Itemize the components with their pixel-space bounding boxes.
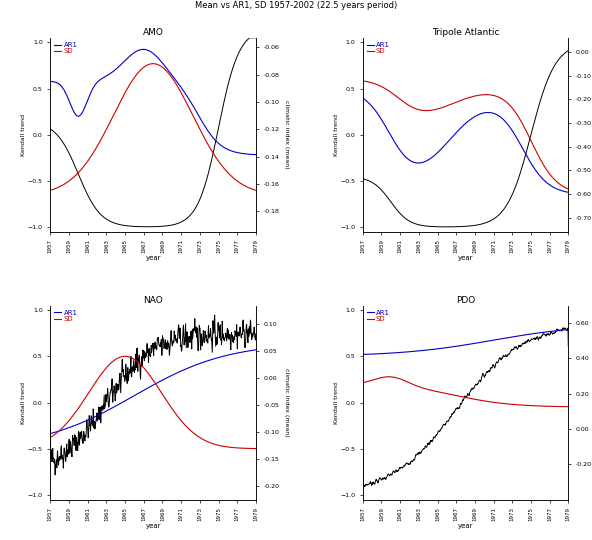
SD	[252, 187, 259, 193]
SD	[184, 425, 191, 431]
SD	[396, 375, 403, 382]
SD	[412, 105, 419, 112]
SD	[359, 78, 366, 84]
SD	[452, 393, 459, 399]
Line: AR1: AR1	[50, 350, 256, 434]
SD	[99, 368, 107, 375]
AR1	[83, 417, 90, 424]
SD	[385, 374, 392, 380]
AR1	[359, 95, 366, 102]
SD	[99, 132, 107, 139]
SD	[140, 364, 147, 371]
SD	[480, 91, 487, 98]
AR1	[168, 72, 175, 78]
AR1	[252, 151, 259, 158]
Line: SD: SD	[363, 81, 568, 189]
SD	[497, 400, 504, 407]
AR1	[99, 75, 107, 81]
Y-axis label: Kendall trend: Kendall trend	[334, 381, 339, 423]
AR1	[565, 326, 572, 333]
SD	[514, 402, 522, 408]
AR1	[359, 351, 366, 357]
SD	[140, 64, 147, 71]
SD	[481, 397, 488, 404]
AR1	[480, 339, 487, 345]
X-axis label: year: year	[458, 255, 473, 261]
AR1	[497, 113, 504, 120]
SD	[121, 353, 128, 360]
AR1	[140, 46, 147, 52]
X-axis label: year: year	[458, 523, 473, 529]
Y-axis label: climatic index (mean): climatic index (mean)	[284, 100, 289, 169]
AR1	[565, 189, 572, 195]
Line: AR1: AR1	[363, 329, 568, 354]
SD	[83, 393, 90, 399]
Y-axis label: Kendall trend: Kendall trend	[21, 114, 26, 156]
AR1	[452, 130, 459, 137]
AR1	[201, 359, 208, 365]
SD	[395, 95, 403, 102]
AR1	[140, 46, 147, 52]
AR1	[412, 159, 419, 166]
Title: NAO: NAO	[143, 296, 163, 305]
AR1	[480, 110, 487, 116]
Legend: AR1, SD: AR1, SD	[54, 309, 78, 323]
AR1	[412, 348, 419, 354]
AR1	[184, 365, 191, 372]
AR1	[47, 430, 54, 437]
SD	[168, 74, 175, 80]
AR1	[252, 347, 259, 353]
Text: Mean vs AR1, SD 1957-2002 (22.5 years period): Mean vs AR1, SD 1957-2002 (22.5 years pe…	[195, 1, 397, 10]
AR1	[497, 336, 504, 342]
SD	[452, 99, 459, 106]
AR1	[47, 78, 54, 85]
Legend: AR1, SD: AR1, SD	[366, 41, 391, 55]
X-axis label: year: year	[146, 523, 161, 529]
AR1	[202, 124, 209, 130]
Line: SD: SD	[50, 356, 256, 449]
Y-axis label: Kendall trend: Kendall trend	[334, 114, 339, 156]
SD	[83, 159, 90, 166]
AR1	[99, 409, 107, 416]
Line: SD: SD	[50, 64, 256, 190]
AR1	[168, 372, 175, 379]
Y-axis label: climatic index (mean): climatic index (mean)	[284, 368, 289, 437]
SD	[202, 137, 209, 143]
SD	[149, 60, 156, 67]
Line: AR1: AR1	[363, 98, 568, 192]
AR1	[140, 387, 147, 394]
Line: SD: SD	[363, 377, 568, 407]
Title: AMO: AMO	[143, 28, 163, 37]
AR1	[395, 146, 403, 152]
SD	[413, 382, 420, 389]
Legend: AR1, SD: AR1, SD	[54, 41, 78, 55]
AR1	[514, 136, 521, 143]
Legend: AR1, SD: AR1, SD	[366, 309, 391, 323]
SD	[184, 103, 191, 109]
SD	[497, 94, 504, 101]
SD	[202, 437, 209, 444]
Line: AR1: AR1	[50, 49, 256, 154]
SD	[168, 405, 175, 411]
SD	[47, 434, 54, 441]
Title: Tripole Atlantic: Tripole Atlantic	[432, 28, 499, 37]
SD	[47, 187, 54, 193]
AR1	[514, 333, 521, 339]
SD	[252, 446, 259, 452]
SD	[565, 186, 572, 192]
SD	[359, 380, 366, 386]
Title: PDO: PDO	[456, 296, 475, 305]
X-axis label: year: year	[146, 255, 161, 261]
AR1	[395, 349, 403, 356]
SD	[565, 403, 572, 410]
AR1	[184, 94, 191, 101]
SD	[514, 112, 521, 119]
AR1	[83, 99, 90, 106]
AR1	[452, 343, 459, 349]
Y-axis label: Kendall trend: Kendall trend	[21, 381, 26, 423]
